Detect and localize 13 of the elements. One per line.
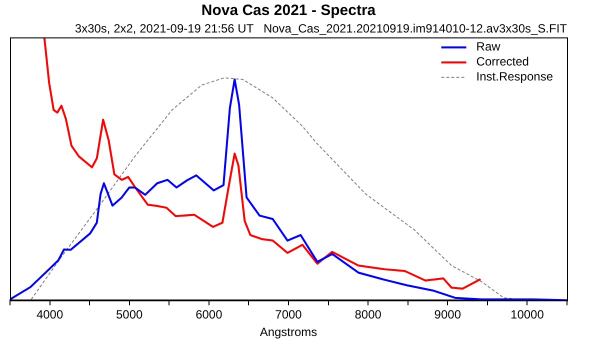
- x-tick-label: 6000: [196, 308, 223, 322]
- chart-title: Nova Cas 2021 - Spectra: [201, 2, 376, 20]
- legend-label: Corrected: [476, 54, 529, 69]
- legend-label: Inst.Response: [476, 70, 554, 84]
- x-tick-label: 4000: [36, 308, 64, 322]
- x-tick-label: 7000: [275, 308, 302, 322]
- x-tick-label: 10000: [510, 308, 544, 322]
- x-axis-title: Angstroms: [260, 325, 318, 340]
- legend-label: Raw: [476, 40, 501, 54]
- chart-subtitle: 3x30s, 2x2, 2021-09-19 21:56 UT Nova_Cas_2021.20210919.im914010-12.av3x30s_S.FIT: [74, 22, 568, 36]
- x-tick-label: 9000: [434, 308, 462, 322]
- x-tick-label: 5000: [116, 308, 144, 322]
- x-tick-label: 8000: [354, 308, 382, 322]
